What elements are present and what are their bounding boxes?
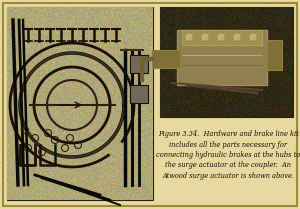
Bar xyxy=(177,30,267,85)
Circle shape xyxy=(218,34,224,40)
Circle shape xyxy=(250,34,256,40)
Bar xyxy=(7,7,153,200)
Bar xyxy=(267,40,282,70)
Circle shape xyxy=(186,34,192,40)
Bar xyxy=(130,55,148,73)
Text: Figure 3.34.  Hardware and brake line kit
includes all the parts necessary for
c: Figure 3.34. Hardware and brake line kit… xyxy=(156,130,300,180)
Bar xyxy=(182,30,262,45)
Bar xyxy=(130,85,148,103)
Bar xyxy=(160,7,293,117)
Circle shape xyxy=(202,34,208,40)
Bar xyxy=(152,50,180,68)
Circle shape xyxy=(234,34,240,40)
